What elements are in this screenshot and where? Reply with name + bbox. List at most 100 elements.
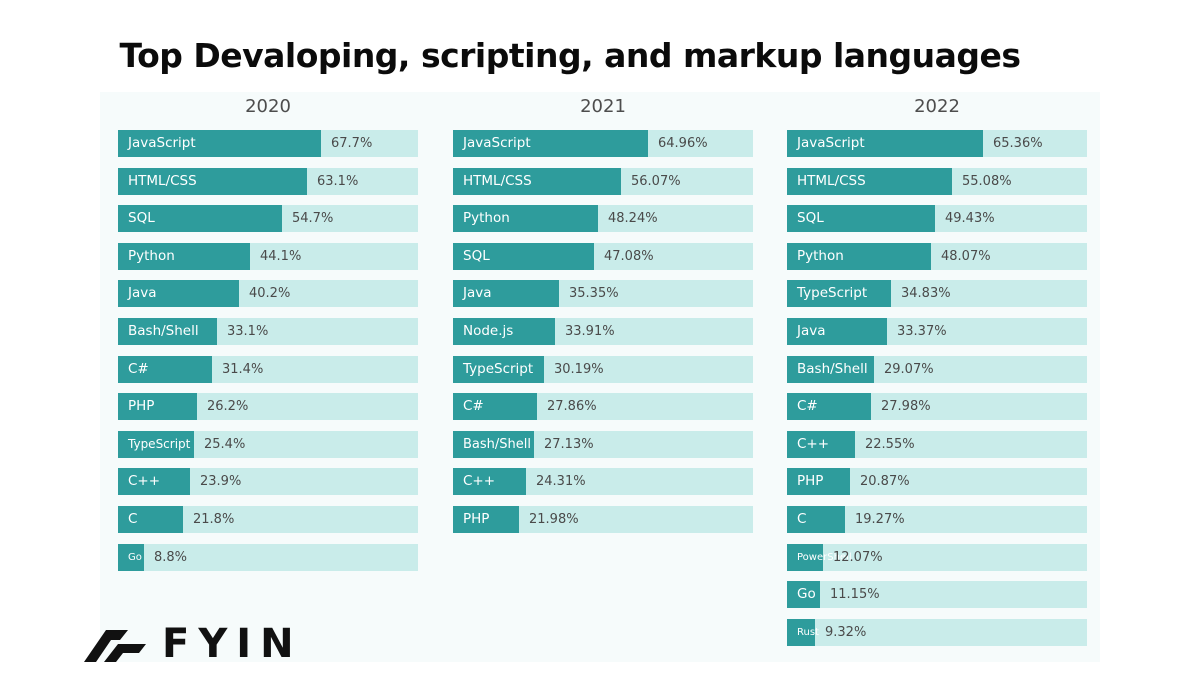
bar-value-label: 55.08%: [962, 173, 1012, 189]
bar-category-label: TypeScript: [128, 436, 191, 451]
bar: [787, 242, 931, 270]
bar-category-label: JavaScript: [128, 135, 196, 151]
bar-category-label: Python: [797, 247, 844, 264]
bar: [453, 505, 519, 533]
bar: [787, 205, 935, 233]
bar-value-label: 27.13%: [544, 436, 594, 452]
bar-category-label: C#: [463, 398, 484, 415]
bar-value-label: 29.07%: [884, 361, 934, 377]
bar-category-label: HTML/CSS: [128, 172, 197, 189]
bar-row: TypeScript 34.83%: [787, 280, 1087, 308]
year-heading: 2021: [580, 96, 626, 117]
bar: [453, 280, 559, 308]
bar-category-label: Python: [128, 247, 175, 264]
bar: [787, 280, 891, 308]
bar: [453, 167, 621, 195]
chart-2020: 2020 JavaScript 67.7% HTML/CSS 63.1% SQL 54.7…: [118, 94, 418, 581]
bar-row: C# 27.98%: [787, 393, 1087, 421]
bar-list: JavaScript 65.36% HTML/CSS 55.08% SQL 49.43% P…: [787, 130, 1087, 646]
bar: [453, 393, 537, 421]
bar-category-label: Bash/Shell: [128, 322, 199, 339]
bar-value-label: 35.35%: [569, 286, 619, 302]
bar: [118, 205, 282, 233]
bar-row: SQL 47.08%: [453, 242, 753, 270]
bar-value-label: 12.07%: [833, 549, 883, 565]
bar: [118, 505, 183, 533]
bar-row: Python 48.07%: [787, 242, 1087, 270]
bar: [453, 430, 534, 458]
bar-row: Python 44.1%: [118, 242, 418, 270]
bar-category-label: C: [128, 510, 138, 527]
bar-row: Java 35.35%: [453, 280, 753, 308]
bar-category-label: HTML/CSS: [463, 172, 532, 189]
bar-category-label: Go: [128, 551, 142, 563]
bar-category-label: SQL: [463, 247, 490, 264]
bar-row: TypeScript 25.4%: [118, 430, 418, 458]
bar: [787, 317, 887, 345]
bar: [787, 543, 823, 571]
bar-value-label: 65.36%: [993, 136, 1043, 151]
bar-row: PowerShell 12.07%: [787, 543, 1087, 571]
bar-category-label: Bash/Shell: [463, 436, 531, 452]
bar-value-label: 49.43%: [945, 211, 995, 227]
bar-value-label: 30.19%: [554, 361, 604, 377]
bar-value-label: 48.07%: [941, 248, 991, 264]
bar-value-label: 63.1%: [317, 173, 359, 189]
bar-row: C++ 22.55%: [787, 430, 1087, 458]
bar: [118, 393, 197, 421]
bar-row: Python 48.24%: [453, 205, 753, 233]
bar-row: Rust 9.32%: [787, 618, 1087, 646]
bar: [118, 280, 239, 308]
brand-logo: FYIN: [84, 624, 303, 664]
bar: [118, 468, 190, 496]
bar-row: C++ 23.9%: [118, 468, 418, 496]
bar-value-label: 26.2%: [207, 399, 249, 415]
bar-row: HTML/CSS 55.08%: [787, 167, 1087, 195]
bar-value-label: 11.15%: [830, 587, 880, 603]
chart-2021: 2021 JavaScript 64.96% HTML/CSS 56.07% Pytho…: [453, 94, 753, 544]
bar: [787, 430, 855, 458]
bar-category-label: SQL: [128, 210, 155, 227]
bar-value-label: 8.8%: [154, 549, 188, 565]
bar-category-label: C: [797, 510, 807, 527]
bar-value-label: 19.27%: [855, 511, 905, 527]
bar: [787, 130, 983, 157]
bar-value-label: 9.32%: [825, 624, 867, 640]
bar: [787, 505, 845, 533]
bar-value-label: 67.7%: [331, 136, 373, 151]
bar-category-label: C#: [797, 398, 818, 415]
bar-category-label: SQL: [797, 210, 824, 227]
bar-row: PHP 20.87%: [787, 468, 1087, 496]
bar-category-label: Java: [463, 285, 492, 302]
bar: [453, 130, 648, 157]
chart-title: Top Devaloping, scripting, and markup la…: [119, 36, 1021, 75]
bar-row: JavaScript 64.96%: [453, 130, 753, 157]
bar-category-label: Java: [797, 322, 826, 339]
bar: [118, 167, 307, 195]
bar-row: C++ 24.31%: [453, 468, 753, 496]
bar-value-label: 21.8%: [193, 511, 235, 527]
bar-category-label: C++: [797, 435, 830, 452]
bar-value-label: 21.98%: [529, 511, 579, 527]
bar-row: C 19.27%: [787, 505, 1087, 533]
bar-category-label: C++: [128, 473, 161, 490]
bar-category-label: Python: [463, 210, 510, 227]
bar-value-label: 33.91%: [565, 323, 615, 339]
bar-row: SQL 49.43%: [787, 205, 1087, 233]
bar-row: JavaScript 65.36%: [787, 130, 1087, 157]
bar-category-label: Bash/Shell: [797, 360, 868, 377]
bar-value-label: 25.4%: [204, 436, 246, 452]
bar: [787, 618, 815, 646]
chart-2022: 2022 JavaScript 65.36% HTML/CSS 55.08% SQL 49…: [787, 94, 1087, 656]
bar: [118, 355, 212, 383]
bar-value-label: 34.83%: [901, 286, 951, 302]
bar-value-label: 40.2%: [249, 286, 291, 302]
bar-row: HTML/CSS 56.07%: [453, 167, 753, 195]
bar-category-label: TypeScript: [463, 360, 534, 377]
bar-row: PHP 21.98%: [453, 505, 753, 533]
bar-list: JavaScript 67.7% HTML/CSS 63.1% SQL 54.7% Pyth…: [118, 130, 418, 571]
bar-row: C 21.8%: [118, 505, 418, 533]
fyin-mark-icon: [84, 630, 146, 662]
bar: [453, 355, 544, 383]
bar-row: Bash/Shell 33.1%: [118, 317, 418, 345]
